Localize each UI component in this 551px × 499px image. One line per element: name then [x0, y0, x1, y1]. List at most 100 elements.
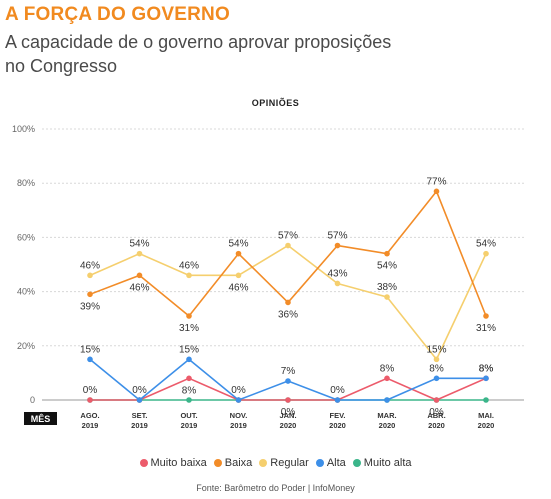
x-tick-label: ABR. — [427, 411, 445, 420]
data-point — [433, 375, 440, 382]
data-label: 15% — [426, 344, 446, 355]
data-point — [384, 375, 390, 382]
data-point — [87, 272, 93, 279]
data-point — [186, 397, 192, 403]
data-label: 15% — [80, 344, 100, 355]
data-point — [433, 188, 440, 195]
data-point — [384, 397, 390, 403]
data-label: 0% — [281, 407, 296, 418]
data-point — [186, 313, 192, 319]
x-axis-label-box — [24, 412, 57, 425]
data-point — [433, 397, 440, 403]
data-label: 36% — [278, 309, 298, 320]
legend-swatch — [139, 459, 148, 467]
data-label: 8% — [479, 363, 494, 374]
x-tick-label: OUT. — [180, 411, 197, 420]
x-tick-year: 2019 — [131, 421, 148, 430]
page-title: A FORÇA DO GOVERNO — [5, 4, 230, 25]
x-axis-label: MÊS — [31, 413, 51, 424]
data-label: 39% — [80, 301, 100, 312]
legend-item: Muito baixa — [139, 457, 207, 469]
data-label: 46% — [80, 260, 100, 271]
x-tick-label: MAR. — [377, 411, 396, 420]
data-point — [87, 397, 93, 403]
x-tick-label: MAI. — [478, 411, 494, 420]
data-point — [186, 356, 192, 363]
data-label: 8% — [380, 363, 395, 374]
x-tick-label: JAN. — [279, 411, 296, 420]
data-label: 8% — [182, 385, 197, 396]
legend-swatch — [315, 459, 324, 467]
legend-label: Muito baixa — [150, 457, 207, 469]
data-label: 8% — [479, 363, 494, 374]
data-point — [186, 272, 192, 279]
data-point — [235, 272, 242, 279]
data-label: 38% — [377, 282, 397, 293]
x-tick-year: 2019 — [181, 421, 198, 430]
x-tick-year: 2019 — [82, 421, 99, 430]
legend-swatch — [352, 459, 361, 467]
line-chart: 020%40%60%80%100%MÊS AGO.2019SET.2019OUT.… — [12, 124, 524, 430]
x-tick-label: NOV. — [230, 411, 248, 420]
y-tick-label: 40% — [17, 287, 35, 297]
data-point — [235, 250, 242, 257]
legend-label: Regular — [270, 457, 309, 469]
data-label: 77% — [426, 176, 446, 187]
data-point — [87, 291, 93, 298]
y-tick-label: 60% — [17, 232, 35, 242]
legend-label: Muito alta — [363, 457, 412, 469]
y-tick-label: 80% — [17, 178, 35, 188]
x-tick-label: AGO. — [80, 411, 99, 420]
data-point — [87, 356, 93, 363]
x-tick-year: 2020 — [379, 421, 396, 430]
data-label: 54% — [476, 239, 496, 250]
data-point — [285, 242, 291, 249]
chart-legend: Muito baixa Baixa Regular Alta Muito alta — [0, 457, 551, 469]
legend-item: Regular — [259, 457, 309, 469]
data-label: 46% — [179, 260, 199, 271]
data-point — [483, 313, 489, 319]
data-point — [285, 378, 291, 384]
legend-item: Alta — [315, 457, 346, 469]
y-tick-label: 0 — [30, 395, 35, 405]
data-label: 54% — [129, 239, 149, 250]
data-label: 54% — [377, 261, 397, 272]
data-label: 0% — [132, 385, 147, 396]
data-label: 43% — [327, 268, 347, 279]
data-point — [136, 397, 143, 403]
y-tick-label: 20% — [17, 341, 35, 351]
data-label: 8% — [429, 363, 444, 374]
data-point — [186, 375, 192, 382]
data-point — [384, 294, 390, 300]
data-label: 31% — [476, 323, 496, 334]
data-point — [136, 250, 143, 257]
data-point — [136, 272, 143, 279]
legend-label: Alta — [326, 457, 346, 469]
x-tick-year: 2019 — [230, 421, 247, 430]
data-point — [235, 397, 242, 403]
data-point — [285, 299, 291, 306]
x-tick-year: 2020 — [329, 421, 346, 430]
page-subtitle: A capacidade de o governo aprovar propos… — [5, 32, 392, 76]
legend-label: Baixa — [224, 457, 253, 469]
x-tick-year: 2020 — [280, 421, 297, 430]
x-tick-label: FEV. — [330, 411, 346, 420]
source-note: Fonte: Barômetro do Poder | InfoMoney — [196, 483, 355, 493]
chart-title: OPINIÕES — [251, 98, 300, 108]
data-label: 0% — [330, 385, 345, 396]
series-line-baixa — [89, 190, 487, 317]
legend-item: Baixa — [213, 457, 253, 469]
data-point — [384, 250, 390, 257]
data-label: 0% — [83, 385, 98, 396]
data-point — [285, 397, 291, 403]
legend-swatch — [213, 459, 222, 467]
legend-item: Muito alta — [352, 457, 412, 469]
data-label: 0% — [231, 385, 246, 396]
data-label: 54% — [228, 239, 248, 250]
data-point — [334, 280, 341, 287]
data-point — [483, 375, 489, 382]
data-point — [334, 397, 341, 403]
legend-swatch — [259, 459, 268, 467]
data-label: 57% — [327, 231, 347, 242]
data-label: 15% — [179, 344, 199, 355]
